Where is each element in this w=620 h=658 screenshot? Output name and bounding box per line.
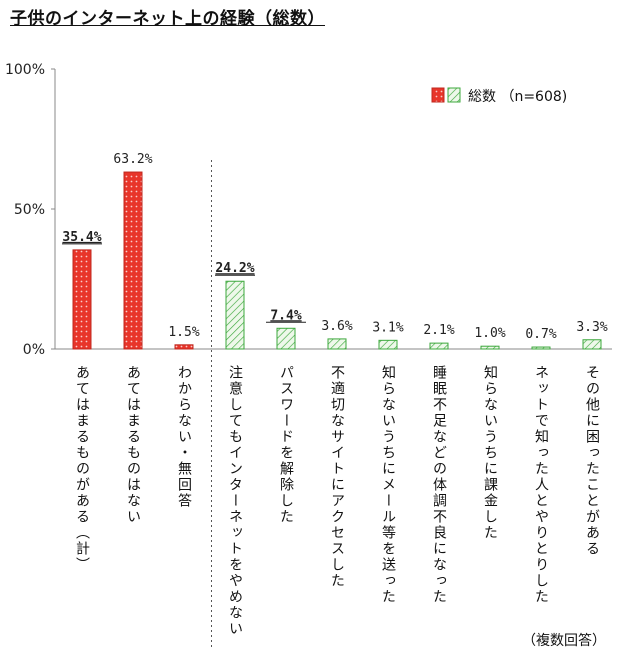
legend-swatch-green	[447, 87, 461, 103]
legend-label: 総数 （n=608)	[468, 89, 567, 105]
bar-value-label: 3.6%	[321, 319, 352, 334]
bar	[582, 339, 602, 350]
bar	[327, 338, 347, 350]
footnote: （複数回答）	[522, 633, 606, 649]
y-tick-label: 0%	[23, 342, 45, 358]
bar-value-label: 0.7%	[525, 327, 556, 342]
bar-value-label: 1.5%	[168, 325, 199, 340]
chart-title: 子供のインターネット上の経験（総数）	[10, 9, 325, 29]
category-label: 知らないうちにメール等を送った	[380, 364, 396, 605]
bar-value-label: 24.2%	[215, 261, 254, 276]
y-tick-label: 100%	[5, 62, 45, 78]
bar-value-label: 35.4%	[62, 230, 101, 245]
category-label: 睡眠不足などの体調不良になった	[431, 365, 447, 605]
bar-value-label: 1.0%	[474, 326, 505, 341]
bar-value-label: 63.2%	[113, 152, 152, 167]
bar-value-label: 2.1%	[423, 323, 454, 338]
bar-value-label: 7.4%	[270, 308, 301, 323]
category-label: 注意してもインターネットをやめない	[227, 365, 243, 637]
bar	[225, 280, 245, 350]
y-tick-label: 50%	[14, 202, 45, 218]
bar	[429, 342, 449, 350]
category-label: その他に困ったことがある	[584, 365, 600, 557]
bar-value-label: 3.3%	[576, 320, 607, 335]
bar	[480, 345, 500, 350]
category-label: あてはまるものはない	[125, 365, 141, 525]
legend-swatch-red	[431, 87, 445, 103]
bar	[174, 344, 194, 350]
bar	[378, 339, 398, 350]
bar	[276, 327, 296, 350]
category-label: パスワードを解除した	[278, 365, 294, 525]
category-label: あてはまるものがある（計）	[74, 365, 90, 573]
category-label: 不適切なサイトにアクセスした	[329, 365, 345, 589]
bar	[531, 346, 551, 350]
category-label: 知らないうちに課金した	[482, 364, 498, 541]
bar	[72, 249, 92, 350]
bar	[123, 171, 143, 350]
category-label: わからない・無回答	[176, 365, 192, 509]
category-label: ネットで知った人とやりとりした	[533, 365, 549, 605]
bar-value-label: 3.1%	[372, 320, 403, 335]
